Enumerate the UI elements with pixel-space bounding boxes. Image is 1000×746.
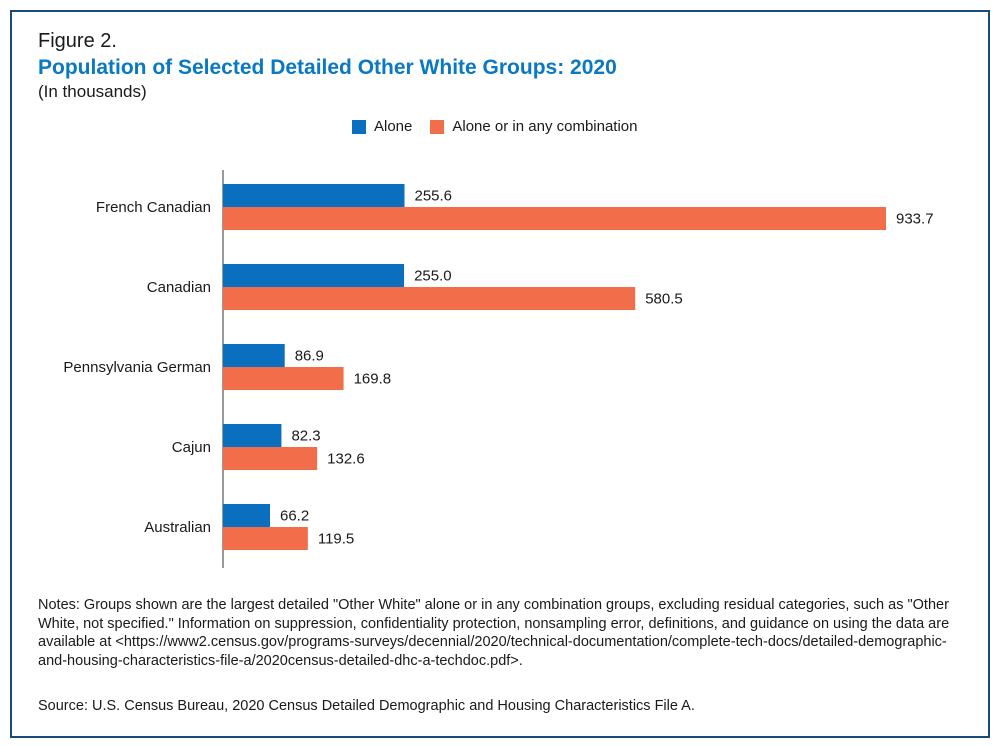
data-label: 132.6 <box>327 451 365 468</box>
data-label: 169.8 <box>354 371 392 388</box>
chart-notes: Notes: Groups shown are the largest deta… <box>38 597 950 669</box>
legend-swatch-alone <box>352 119 366 134</box>
category-label: Cajun <box>172 439 211 456</box>
bar-combination <box>223 287 636 310</box>
bar-alone <box>223 344 285 367</box>
legend-item-alone: Alone <box>352 118 412 135</box>
legend-label-combination: Alone or in any combination <box>452 118 638 135</box>
figure-frame: Figure 2. Population of Selected Detaile… <box>10 10 990 738</box>
data-label: 82.3 <box>291 428 320 445</box>
bar-chart: French Canadian 255.6 933.7 Canadian 255.0 58… <box>63 170 934 568</box>
category-label: Australian <box>144 519 211 536</box>
legend-swatch-combination <box>430 119 445 134</box>
bar-combination <box>223 447 318 470</box>
category-label: Canadian <box>147 279 211 296</box>
category-label: Pennsylvania German <box>63 359 211 376</box>
legend-item-combination: Alone or in any combination <box>430 118 638 135</box>
data-label: 255.6 <box>414 188 452 205</box>
legend-label-alone: Alone <box>374 118 413 135</box>
bar-combination <box>223 367 344 390</box>
chart-subtitle: (In thousands) <box>38 82 147 101</box>
data-label: 255.0 <box>414 268 452 285</box>
data-label: 86.9 <box>295 348 324 365</box>
bar-alone <box>223 504 271 527</box>
bar-alone <box>223 184 405 207</box>
figure-label: Figure 2. <box>38 30 117 52</box>
bar-alone <box>223 264 405 287</box>
data-label: 66.2 <box>280 508 309 525</box>
chart-title: Population of Selected Detailed Other Wh… <box>38 56 617 79</box>
data-label: 580.5 <box>645 291 683 308</box>
bar-combination <box>223 207 886 230</box>
data-label: 119.5 <box>318 531 354 548</box>
chart-legend: Alone Alone or in any combination <box>352 118 656 135</box>
data-label: 933.7 <box>896 211 934 228</box>
category-label: French Canadian <box>96 199 211 216</box>
chart-source: Source: U.S. Census Bureau, 2020 Census … <box>38 698 695 714</box>
bars-layer: French Canadian 255.6 933.7 Canadian 255.0 58… <box>63 170 934 568</box>
bar-combination <box>223 527 308 550</box>
bar-alone <box>223 424 282 447</box>
